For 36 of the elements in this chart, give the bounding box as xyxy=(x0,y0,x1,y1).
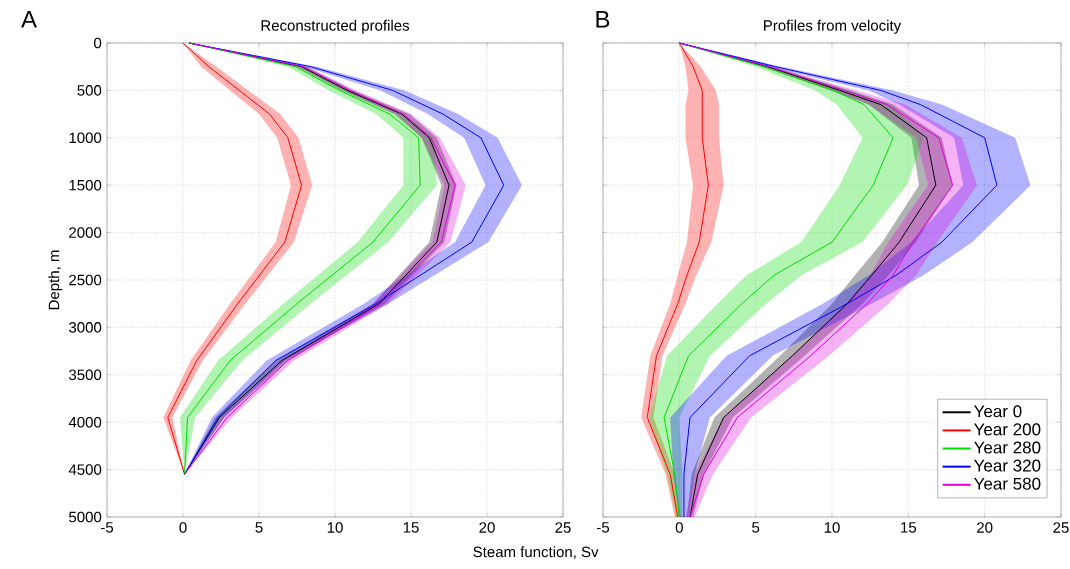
y-tick-label: 5000 xyxy=(69,511,102,523)
y-tick-label: 4000 xyxy=(68,416,102,428)
y-tick-label: 0 xyxy=(94,37,102,49)
x-tick-label: -5 xyxy=(101,522,114,533)
x-tick-label: 0 xyxy=(179,522,187,533)
y-tick-label: 1000 xyxy=(69,132,102,144)
x-tick-label: 25 xyxy=(1053,522,1069,533)
x-tick-label: -5 xyxy=(597,522,610,533)
y-tick-label: 500 xyxy=(77,85,102,96)
legend-label: Year 280 xyxy=(974,441,1041,454)
legend-label: Year 320 xyxy=(974,459,1041,472)
chart-title: Reconstructed profiles xyxy=(261,19,410,34)
chart-title: Profiles from velocity xyxy=(764,19,902,34)
x-tick-label: 0 xyxy=(675,522,683,533)
x-axis-title: Steam function, Sv xyxy=(473,546,599,559)
x-tick-label: 25 xyxy=(555,522,571,533)
x-tick-label: 10 xyxy=(327,522,343,533)
x-tick-label: 15 xyxy=(403,522,419,533)
legend-label: Year 200 xyxy=(974,423,1041,436)
y-tick-label: 2000 xyxy=(69,227,102,238)
x-tick-label: 15 xyxy=(901,522,917,533)
text: A xyxy=(21,11,37,28)
y-tick-label: 1500 xyxy=(69,179,102,191)
y-axis-title: Depth, m xyxy=(48,250,63,310)
x-tick-label: 20 xyxy=(479,522,495,533)
y-tick-label: 3000 xyxy=(69,322,102,333)
x-tick-label: 10 xyxy=(824,522,840,533)
legend-label: Year 0 xyxy=(974,405,1022,418)
x-tick-label: 5 xyxy=(752,522,760,533)
y-tick-label: 3500 xyxy=(69,369,102,381)
y-tick-label: 4500 xyxy=(68,464,102,475)
y-tick-label: 2500 xyxy=(69,274,102,286)
text: B xyxy=(596,11,610,28)
x-tick-label: 5 xyxy=(255,522,263,533)
legend-label: Year 580 xyxy=(974,477,1041,490)
x-tick-label: 20 xyxy=(977,522,993,533)
